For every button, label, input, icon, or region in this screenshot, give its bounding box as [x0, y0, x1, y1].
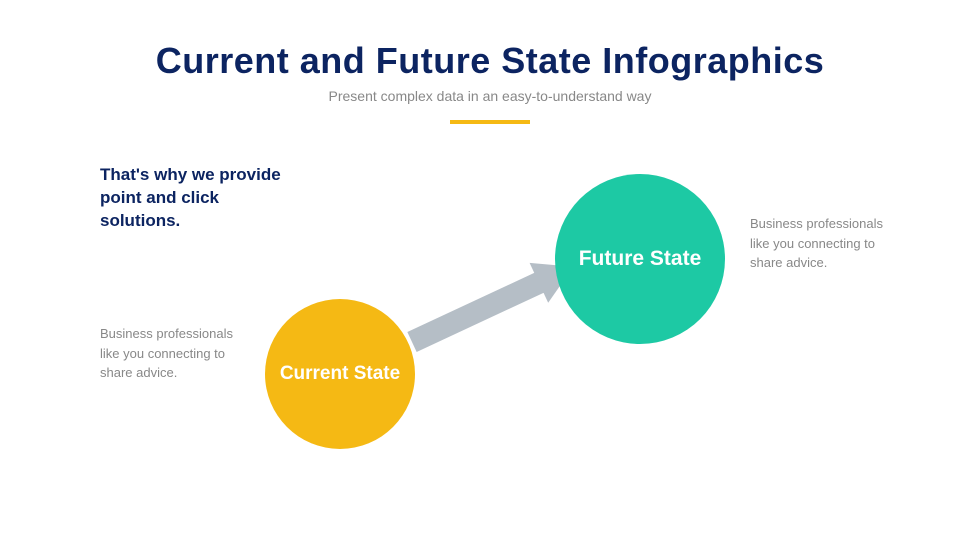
header: Current and Future State Infographics Pr… — [0, 0, 980, 124]
current-state-description: Business professionals like you connecti… — [100, 324, 250, 383]
page-title: Current and Future State Infographics — [0, 40, 980, 82]
tagline-text: That's why we provide point and click so… — [100, 164, 300, 233]
page-subtitle: Present complex data in an easy-to-under… — [0, 88, 980, 104]
future-state-node: Future State — [555, 174, 725, 344]
future-state-label: Future State — [579, 246, 702, 271]
current-state-label: Current State — [280, 363, 400, 386]
state-diagram: That's why we provide point and click so… — [0, 124, 980, 504]
future-state-description: Business professionals like you connecti… — [750, 214, 900, 273]
current-state-node: Current State — [265, 299, 415, 449]
